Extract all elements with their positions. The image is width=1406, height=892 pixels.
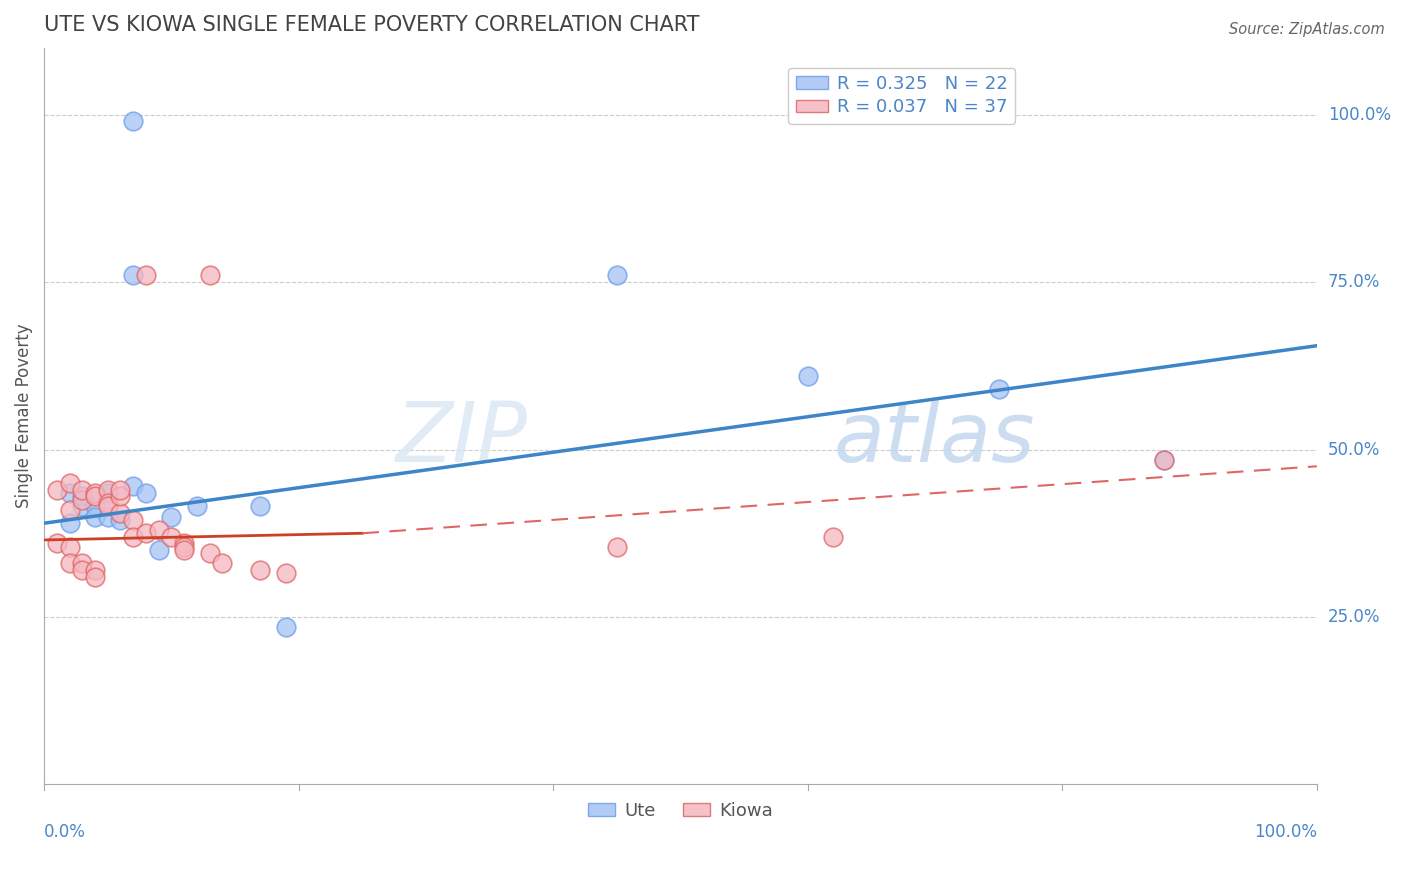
Point	[122, 479, 145, 493]
Point	[72, 492, 94, 507]
Point	[97, 509, 120, 524]
Point	[72, 490, 94, 504]
Point	[823, 530, 845, 544]
Point	[122, 513, 145, 527]
Point	[606, 268, 628, 283]
Point	[58, 486, 80, 500]
Point	[122, 530, 145, 544]
Point	[72, 483, 94, 497]
Point	[249, 500, 271, 514]
Point	[110, 490, 132, 504]
Text: 100.0%: 100.0%	[1329, 105, 1391, 124]
Point	[84, 509, 107, 524]
Point	[110, 506, 132, 520]
Point	[97, 500, 120, 514]
Text: Source: ZipAtlas.com: Source: ZipAtlas.com	[1229, 22, 1385, 37]
Text: 0.0%: 0.0%	[44, 823, 86, 841]
Text: ZIP: ZIP	[395, 398, 527, 479]
Point	[160, 509, 183, 524]
Text: atlas: atlas	[834, 398, 1035, 479]
Point	[97, 486, 120, 500]
Point	[249, 563, 271, 577]
Point	[84, 490, 107, 504]
Point	[797, 368, 820, 383]
Point	[198, 546, 221, 560]
Point	[173, 540, 195, 554]
Point	[122, 268, 145, 283]
Point	[186, 500, 208, 514]
Point	[198, 268, 221, 283]
Point	[135, 486, 157, 500]
Point	[148, 523, 170, 537]
Point	[58, 503, 80, 517]
Point	[45, 536, 67, 550]
Point	[110, 513, 132, 527]
Text: 75.0%: 75.0%	[1329, 273, 1381, 291]
Legend: Ute, Kiowa: Ute, Kiowa	[581, 795, 780, 827]
Point	[58, 540, 80, 554]
Point	[72, 557, 94, 571]
Point	[606, 540, 628, 554]
Point	[58, 516, 80, 531]
Point	[84, 500, 107, 514]
Point	[173, 543, 195, 558]
Point	[1153, 452, 1175, 467]
Text: 50.0%: 50.0%	[1329, 441, 1381, 458]
Point	[72, 500, 94, 514]
Point	[72, 563, 94, 577]
Point	[135, 268, 157, 283]
Text: UTE VS KIOWA SINGLE FEMALE POVERTY CORRELATION CHART: UTE VS KIOWA SINGLE FEMALE POVERTY CORRE…	[44, 15, 700, 35]
Y-axis label: Single Female Poverty: Single Female Poverty	[15, 324, 32, 508]
Point	[58, 557, 80, 571]
Text: 25.0%: 25.0%	[1329, 608, 1381, 626]
Point	[84, 570, 107, 584]
Point	[122, 114, 145, 128]
Point	[211, 557, 233, 571]
Point	[58, 476, 80, 491]
Point	[135, 526, 157, 541]
Point	[274, 620, 297, 634]
Point	[1153, 452, 1175, 467]
Text: 100.0%: 100.0%	[1254, 823, 1317, 841]
Point	[160, 530, 183, 544]
Point	[173, 536, 195, 550]
Point	[97, 483, 120, 497]
Point	[84, 563, 107, 577]
Point	[84, 486, 107, 500]
Point	[45, 483, 67, 497]
Point	[110, 483, 132, 497]
Point	[274, 566, 297, 581]
Point	[987, 382, 1010, 396]
Point	[148, 543, 170, 558]
Point	[97, 496, 120, 510]
